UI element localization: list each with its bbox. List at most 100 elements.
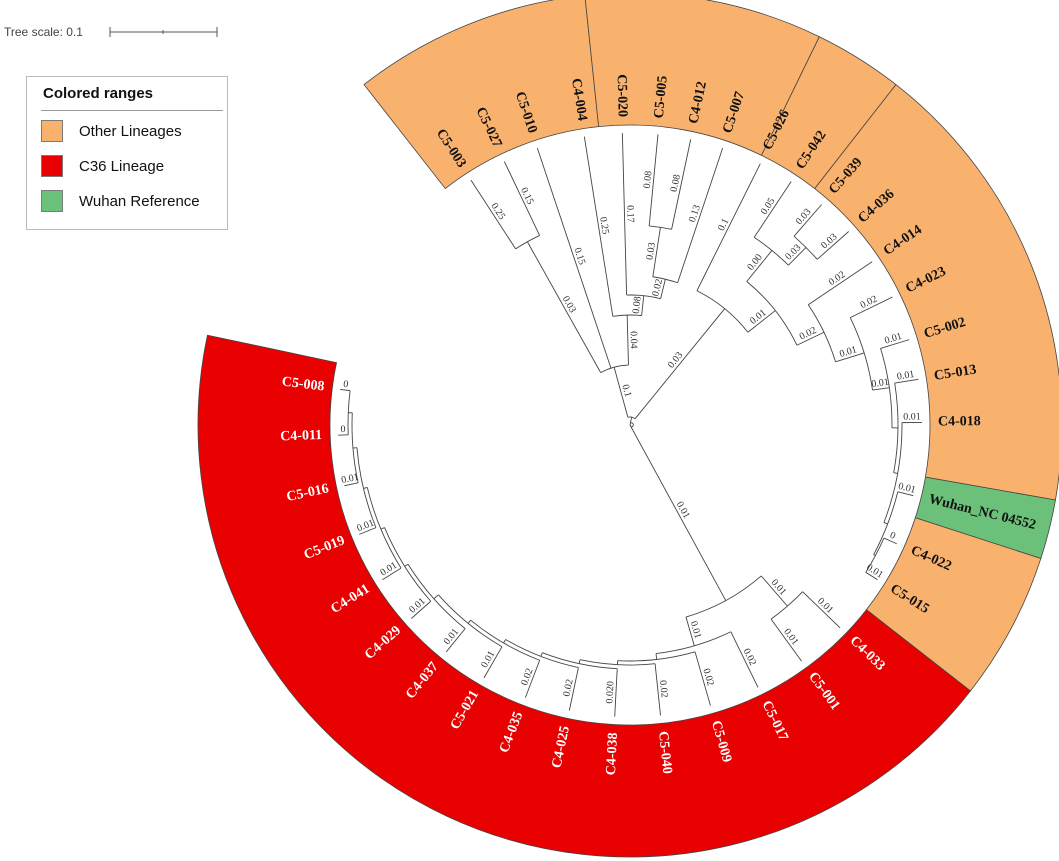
branch-51 [897, 491, 914, 497]
branch-length-internal-3: 0.08 [631, 296, 644, 315]
branch-85 [445, 628, 466, 653]
branch-length-C4-011: 0 [340, 424, 345, 435]
legend-item-c36-lineage: C36 Lineage [41, 154, 164, 178]
branch-length-C5-020: 0.17 [624, 205, 635, 223]
branch-arc-69 [579, 659, 656, 666]
branch-length-C5-008: 0 [343, 379, 349, 391]
branch-length-internal-15: 0.01 [688, 620, 703, 640]
branch-length-internal-9: 0.03 [783, 242, 803, 262]
branch-40 [872, 387, 890, 391]
branch-root-arc [630, 422, 634, 428]
range-other-0 [363, 0, 600, 190]
branch-length-internal-11: 0.01 [838, 344, 858, 360]
legend-swatch-wuhan [41, 190, 63, 212]
branch-length-internal-8: 0.00 [745, 252, 765, 273]
branch-length-C5-003: 0.25 [489, 201, 508, 222]
branch-55 [865, 571, 878, 581]
legend-item-other-lineages: Other Lineages [41, 119, 182, 143]
branch-arc-50 [873, 491, 899, 555]
leaf-label-C5-013: C5-013 [933, 362, 978, 384]
branch-60 [802, 591, 841, 629]
branch-19 [648, 134, 659, 226]
branch-7 [503, 161, 540, 236]
branch-76 [568, 667, 579, 711]
branch-arc-28 [753, 237, 789, 266]
branch-25 [747, 310, 776, 333]
branch-12 [641, 295, 645, 316]
branch-65 [655, 653, 658, 660]
branch-arc-72 [542, 652, 618, 670]
tree-scale-label: Tree scale: 0.1 [4, 25, 83, 39]
branch-89 [380, 527, 385, 530]
branch-length-C4-014: 0.02 [827, 269, 848, 288]
branch-arc-78 [470, 619, 540, 661]
branch-97 [344, 482, 359, 487]
branch-length-internal-12: 0.01 [871, 377, 890, 390]
branch-arc-87 [384, 527, 432, 602]
branch-arc-26 [746, 281, 798, 346]
branch-arc-35 [807, 304, 836, 362]
branch-42 [880, 339, 910, 349]
branch-length-C5-005: 0.08 [642, 170, 655, 188]
branch-arc-84 [407, 563, 466, 629]
branch-length-Wuhan_NC 04552: 0.01 [897, 481, 917, 496]
branch-91 [382, 567, 402, 581]
branch-length-internal-5: 0.03 [644, 242, 658, 261]
branch-36 [807, 261, 873, 306]
branch-37 [835, 352, 865, 363]
range-other-3 [814, 84, 1059, 501]
branch-83 [433, 594, 439, 600]
branch-length-C4-038: 0.020 [604, 681, 616, 704]
branch-33 [816, 231, 849, 260]
branch-86 [404, 563, 409, 567]
leaf-label-C4-038: C4-038 [604, 732, 621, 776]
tree-branches [338, 133, 922, 717]
leaf-label-C5-008: C5-008 [281, 375, 325, 395]
legend-divider [41, 110, 223, 111]
branch-54 [883, 537, 897, 545]
branch-arc-1 [627, 416, 636, 420]
branch-29 [753, 181, 792, 238]
branch-length-internal-2: 0.04 [628, 331, 639, 349]
branch-82 [483, 646, 503, 679]
branch-length-C5-007: 0.13 [687, 204, 703, 224]
branch-67 [694, 651, 711, 706]
leaf-label-C4-004: C4-004 [568, 77, 590, 122]
branch-arc-81 [438, 594, 503, 648]
branch-71 [578, 659, 581, 664]
branch-length-internal-14: 0.01 [769, 577, 789, 597]
legend-label-c36: C36 Lineage [79, 157, 165, 175]
branch-70 [654, 663, 661, 716]
branch-arc-3 [600, 364, 629, 374]
branch-32 [793, 204, 822, 237]
branch-arc-47 [883, 422, 903, 523]
branch-length-labels: 0.10.030.250.150.150.040.250.080.170.020… [340, 170, 920, 703]
legend-swatch-other [41, 120, 63, 142]
tree-scale-bar [109, 27, 218, 37]
branch-11 [583, 136, 614, 317]
branch-length-C4-025: 0.02 [561, 678, 575, 697]
branch-length-internal-0: 0.1 [619, 383, 633, 398]
branch-39 [850, 296, 893, 319]
branch-49 [883, 522, 888, 525]
branch-length-C5-013: 0.01 [896, 369, 915, 383]
branch-arc-93 [356, 447, 377, 528]
branch-80 [467, 619, 471, 624]
branch-length-C4-018: 0.01 [903, 411, 921, 422]
branch-length-C5-002: 0.01 [883, 331, 903, 347]
branch-length-C5-016: 0.01 [340, 472, 359, 486]
legend-item-wuhan-reference: Wuhan Reference [41, 189, 200, 213]
branch-length-C5-042: 0.05 [759, 196, 778, 217]
branch-6 [470, 179, 517, 250]
branch-length-C4-036: 0.03 [819, 231, 839, 251]
branch-4 [526, 241, 602, 373]
branch-21 [677, 147, 724, 283]
branch-arc-66 [617, 651, 696, 662]
branch-92 [363, 487, 368, 489]
branch-length-C4-037: 0.01 [442, 627, 462, 648]
legend-swatch-c36 [41, 155, 63, 177]
branch-30 [788, 247, 807, 266]
branch-27 [746, 250, 773, 282]
branch-length-C5-010: 0.15 [571, 246, 587, 266]
branch-74 [540, 652, 543, 657]
